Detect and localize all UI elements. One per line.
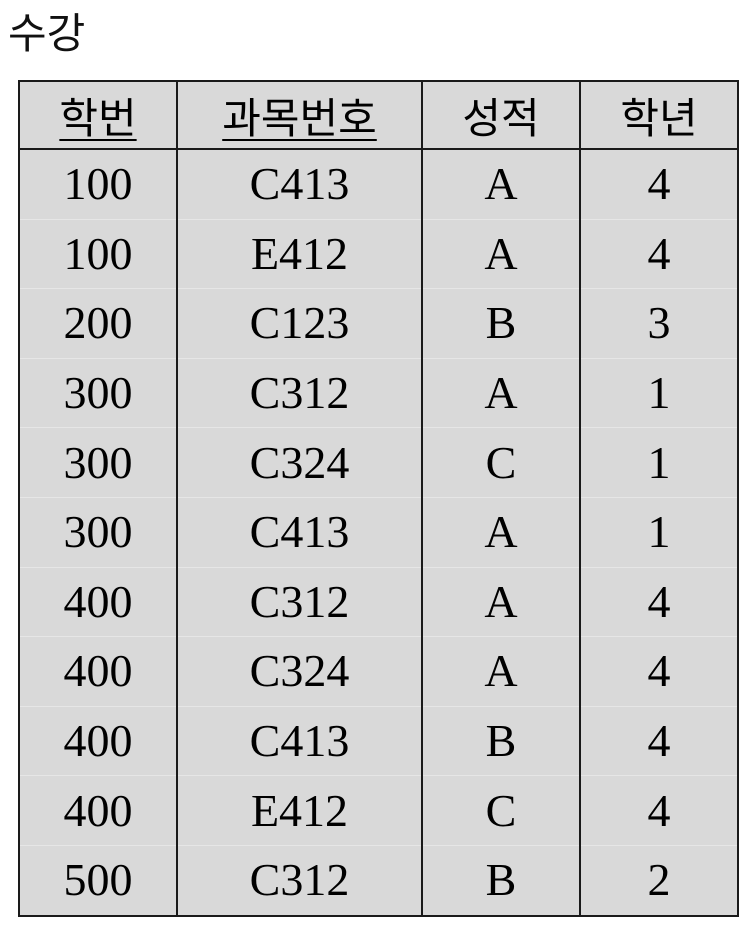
column-header-year: 학년 bbox=[579, 81, 739, 150]
cell-course-number: E412 bbox=[176, 775, 423, 846]
cell-student-id: 400 bbox=[18, 705, 178, 776]
enrollment-table: 학번 과목번호 성적 학년 100 C413 A 4 100 E412 A 4 … bbox=[18, 80, 739, 917]
cell-year: 4 bbox=[579, 636, 739, 707]
cell-student-id: 200 bbox=[18, 288, 178, 359]
table-header: 학번 과목번호 성적 학년 bbox=[18, 81, 739, 150]
table-row: 400 C324 A 4 bbox=[18, 636, 739, 707]
table-row: 200 C123 B 3 bbox=[18, 288, 739, 359]
table-row: 500 C312 B 2 bbox=[18, 844, 739, 916]
cell-student-id: 300 bbox=[18, 427, 178, 498]
cell-year: 4 bbox=[579, 218, 739, 289]
cell-student-id: 300 bbox=[18, 496, 178, 568]
column-header-label: 학번 bbox=[59, 93, 137, 143]
header-row: 학번 과목번호 성적 학년 bbox=[18, 81, 739, 150]
cell-course-number: C413 bbox=[176, 705, 423, 776]
cell-grade: C bbox=[421, 427, 581, 498]
cell-student-id: 400 bbox=[18, 636, 178, 707]
table-row: 400 C413 B 4 bbox=[18, 705, 739, 776]
cell-student-id: 500 bbox=[18, 844, 178, 916]
table-row: 300 C413 A 1 bbox=[18, 496, 739, 568]
cell-year: 4 bbox=[579, 705, 739, 776]
cell-grade: B bbox=[421, 705, 581, 776]
column-header-label: 성적 bbox=[462, 93, 540, 143]
table-row: 400 E412 C 4 bbox=[18, 775, 739, 846]
cell-student-id: 400 bbox=[18, 566, 178, 637]
column-header-course-number: 과목번호 bbox=[176, 81, 423, 150]
table-title: 수강 bbox=[8, 9, 86, 58]
table-body: 100 C413 A 4 100 E412 A 4 200 C123 B 3 3… bbox=[18, 149, 739, 916]
cell-grade: A bbox=[421, 218, 581, 289]
cell-year: 1 bbox=[579, 357, 739, 428]
cell-grade: C bbox=[421, 775, 581, 846]
cell-grade: A bbox=[421, 149, 581, 220]
cell-grade: B bbox=[421, 844, 581, 916]
cell-student-id: 100 bbox=[18, 149, 178, 220]
cell-year: 4 bbox=[579, 149, 739, 220]
cell-grade: A bbox=[421, 496, 581, 568]
table-row: 300 C324 C 1 bbox=[18, 427, 739, 498]
table-row: 400 C312 A 4 bbox=[18, 566, 739, 637]
cell-student-id: 100 bbox=[18, 218, 178, 289]
cell-year: 1 bbox=[579, 496, 739, 568]
table-row: 100 C413 A 4 bbox=[18, 149, 739, 220]
cell-course-number: C324 bbox=[176, 636, 423, 707]
cell-grade: B bbox=[421, 288, 581, 359]
column-header-grade: 성적 bbox=[421, 81, 581, 150]
cell-year: 4 bbox=[579, 775, 739, 846]
cell-grade: A bbox=[421, 566, 581, 637]
cell-course-number: C312 bbox=[176, 566, 423, 637]
table-row: 300 C312 A 1 bbox=[18, 357, 739, 428]
cell-course-number: C312 bbox=[176, 357, 423, 428]
cell-year: 1 bbox=[579, 427, 739, 498]
cell-year: 4 bbox=[579, 566, 739, 637]
cell-course-number: C413 bbox=[176, 149, 423, 220]
cell-course-number: C413 bbox=[176, 496, 423, 568]
cell-grade: A bbox=[421, 357, 581, 428]
cell-year: 3 bbox=[579, 288, 739, 359]
cell-student-id: 300 bbox=[18, 357, 178, 428]
cell-year: 2 bbox=[579, 844, 739, 916]
cell-course-number: C312 bbox=[176, 844, 423, 916]
table-row: 100 E412 A 4 bbox=[18, 218, 739, 289]
column-header-label: 학년 bbox=[620, 93, 698, 143]
column-header-label: 과목번호 bbox=[222, 93, 377, 143]
column-header-student-id: 학번 bbox=[18, 81, 178, 150]
cell-grade: A bbox=[421, 636, 581, 707]
cell-course-number: E412 bbox=[176, 218, 423, 289]
cell-course-number: C123 bbox=[176, 288, 423, 359]
cell-course-number: C324 bbox=[176, 427, 423, 498]
cell-student-id: 400 bbox=[18, 775, 178, 846]
